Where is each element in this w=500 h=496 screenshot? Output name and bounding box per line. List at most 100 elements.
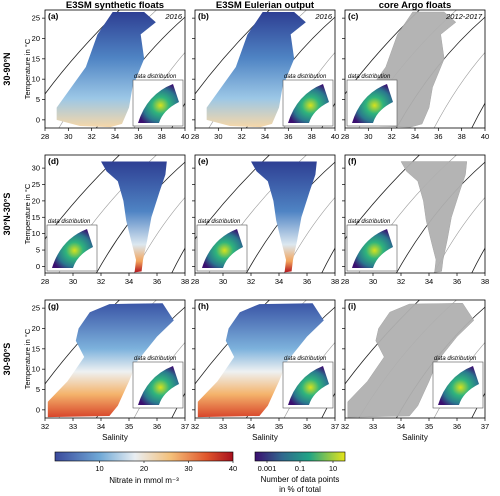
y-tick-label: 25 xyxy=(32,14,40,23)
panel-2: data distribution (b) 2016 28 30 32 34 36 38 40 xyxy=(191,9,339,141)
y-tick-label: 5 xyxy=(36,385,40,394)
isopycnal-line xyxy=(45,155,121,240)
inset-density xyxy=(288,84,329,123)
x-tick-label: 38 xyxy=(157,132,165,141)
isopycnal-line xyxy=(433,52,485,128)
x-tick-label: 36 xyxy=(453,422,461,431)
panel-year: 2016 xyxy=(164,12,183,21)
y-tick-label: 10 xyxy=(32,229,40,238)
panel-letter: (b) xyxy=(198,11,209,21)
panel-6: data distribution (f) 28 30 32 34 36 38 xyxy=(341,154,489,286)
isopycnal-line xyxy=(471,102,485,128)
x-tick-label: 40 xyxy=(331,132,339,141)
isopycnal-line xyxy=(195,155,271,240)
x-tick-label: 33 xyxy=(219,422,227,431)
x-tick-label: 36 xyxy=(434,132,442,141)
x-tick-label: 32 xyxy=(237,132,245,141)
x-tick-label: 40 xyxy=(481,132,489,141)
inset-data-distribution: data distribution xyxy=(132,356,184,409)
x-tick-label: 32 xyxy=(247,277,255,286)
inset-density xyxy=(438,366,479,405)
inset-data-distribution: data distribution xyxy=(132,74,184,127)
x-tick-label: 28 xyxy=(41,277,49,286)
ts-distribution xyxy=(347,303,475,418)
ts-distribution xyxy=(101,161,167,273)
ts-distribution xyxy=(56,12,156,128)
x-tick-label: 32 xyxy=(387,132,395,141)
panel-frame xyxy=(44,154,186,274)
colorbar-nitrate-bar xyxy=(54,451,234,462)
x-tick-label: 34 xyxy=(275,277,283,286)
x-tick-label: 30 xyxy=(369,277,377,286)
x-tick-label: 34 xyxy=(97,422,105,431)
inset-density xyxy=(352,84,393,123)
panel-frame xyxy=(344,299,486,419)
x-tick-label: 30 xyxy=(64,132,72,141)
inset-data-distribution: data distribution xyxy=(346,74,398,127)
colorbar-density-label-2: in % of total xyxy=(279,485,321,494)
colorbar-density-label: Number of data points xyxy=(261,475,340,484)
panel-letter: (d) xyxy=(48,156,59,166)
inset-label: data distribution xyxy=(48,219,91,225)
y-tick-label: 25 xyxy=(32,180,40,189)
x-tick-label: 35 xyxy=(425,422,433,431)
x-tick-label: 28 xyxy=(191,132,199,141)
x-tick-label: 32 xyxy=(397,277,405,286)
inset-data-distribution: data distribution xyxy=(282,74,334,127)
row-label-3: 30-90°S xyxy=(2,343,12,376)
x-tick-label: 28 xyxy=(341,277,349,286)
panel-9: data distribution (i) 32 33 34 35 36 37 Salinity xyxy=(341,299,489,442)
inset-density xyxy=(352,229,393,268)
inset-label: data distribution xyxy=(134,356,177,362)
y-tick-label: 20 xyxy=(32,324,40,333)
x-tick-label: 34 xyxy=(397,422,405,431)
panel-letter: (i) xyxy=(348,301,356,311)
x-tick-label: 28 xyxy=(191,277,199,286)
inset-density xyxy=(138,366,179,405)
inset-label: data distribution xyxy=(284,74,327,80)
y-tick-label: 0 xyxy=(36,405,40,414)
ts-distribution xyxy=(251,161,317,273)
inset-label: data distribution xyxy=(348,74,391,80)
colorbar-tick-label: 0.001 xyxy=(258,464,277,473)
y-tick-label: 10 xyxy=(32,365,40,374)
panel-7: data distribution (g) 32 33 34 35 36 37 0 5 10 15 20… xyxy=(23,299,189,442)
y-tick-label: 0 xyxy=(36,262,40,271)
panel-4: data distribution (d) 28 30 32 34 36 38 0 5 10 15 20… xyxy=(23,154,189,286)
y-tick-label: 5 xyxy=(36,246,40,255)
panel-5: data distribution (e) 28 30 32 34 36 38 xyxy=(191,154,339,286)
colorbar-nitrate: 10 20 30 40 Nitrate in mmol m⁻³ xyxy=(54,451,237,485)
x-axis-label: Salinity xyxy=(102,433,128,442)
colorbar-tick-label: 0.1 xyxy=(295,464,305,473)
x-tick-label: 30 xyxy=(214,132,222,141)
panel-year: 2016 xyxy=(314,12,333,21)
inset-data-distribution: data distribution xyxy=(346,219,398,272)
x-tick-label: 40 xyxy=(181,132,189,141)
x-tick-label: 32 xyxy=(191,422,199,431)
x-tick-label: 28 xyxy=(341,132,349,141)
panel-letter: (g) xyxy=(48,301,59,311)
colorbar-density-bar xyxy=(254,451,346,462)
colorbar-tick-label: 20 xyxy=(140,464,148,473)
x-tick-label: 36 xyxy=(134,132,142,141)
x-axis-label: Salinity xyxy=(252,433,278,442)
panel-letter: (f) xyxy=(348,156,357,166)
inset-density xyxy=(288,366,329,405)
x-tick-label: 37 xyxy=(331,422,339,431)
isopycnal-line xyxy=(471,247,485,273)
x-tick-label: 36 xyxy=(153,277,161,286)
x-tick-label: 34 xyxy=(411,132,419,141)
x-tick-label: 36 xyxy=(303,422,311,431)
isopycnal-line xyxy=(345,155,421,240)
x-tick-label: 36 xyxy=(284,132,292,141)
x-tick-label: 33 xyxy=(69,422,77,431)
y-tick-label: 10 xyxy=(32,75,40,84)
inset-data-distribution: data distribution xyxy=(432,356,484,409)
x-tick-label: 36 xyxy=(303,277,311,286)
x-tick-label: 30 xyxy=(364,132,372,141)
colorbar-tick-label: 10 xyxy=(329,464,337,473)
isopycnal-line xyxy=(321,247,335,273)
x-tick-label: 35 xyxy=(275,422,283,431)
